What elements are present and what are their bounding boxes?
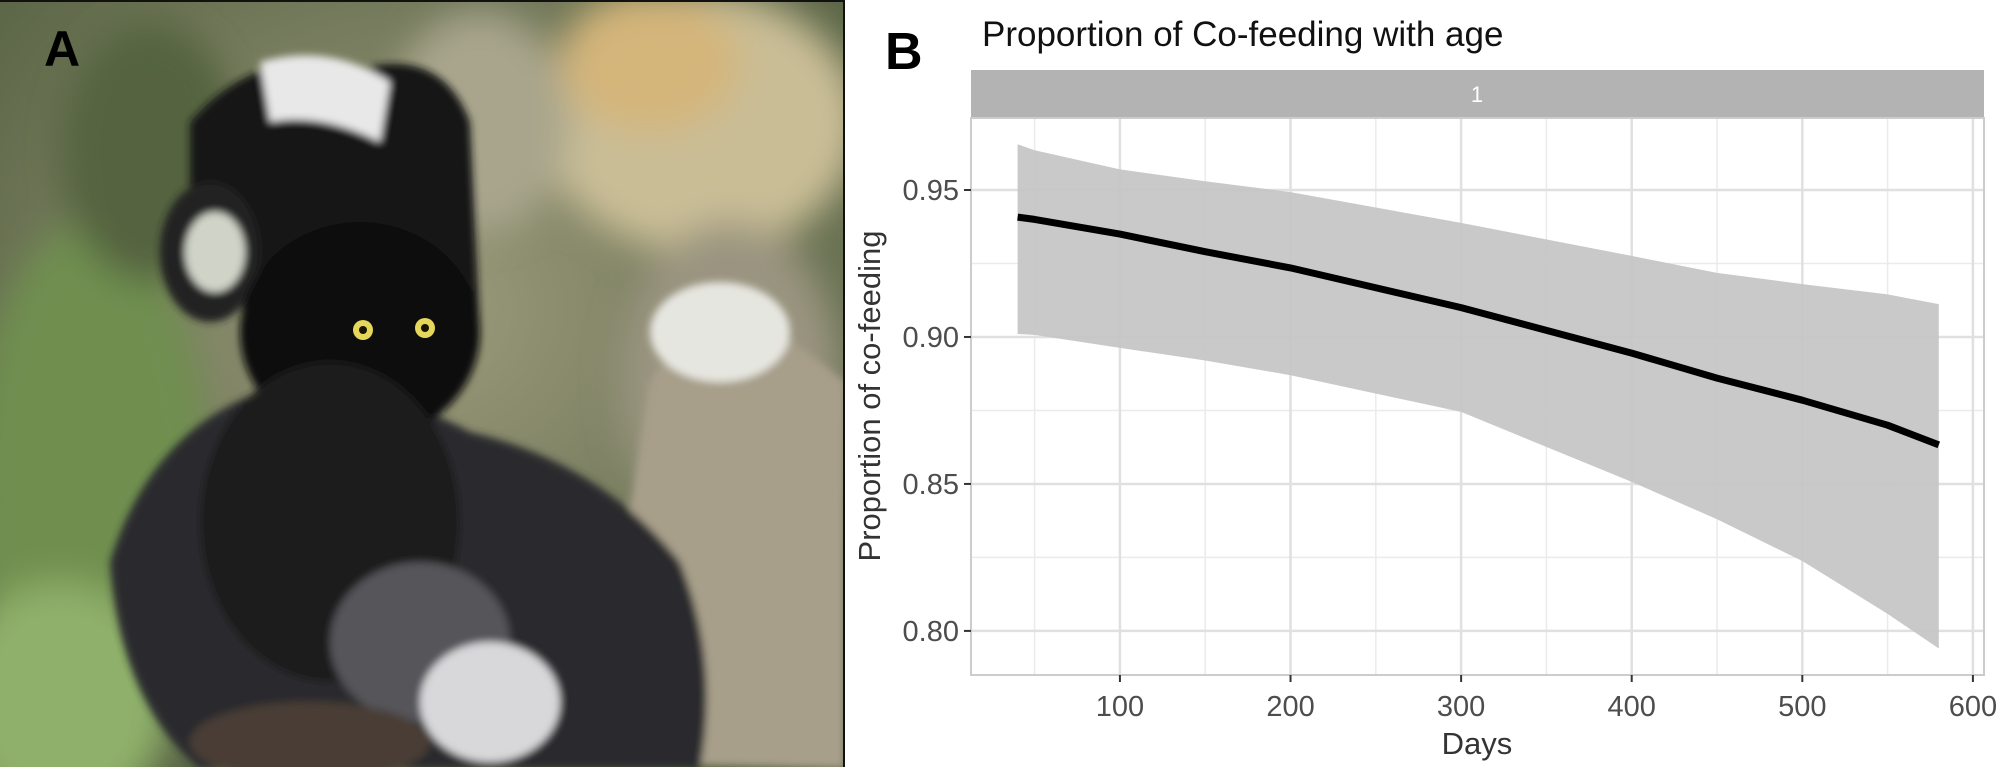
chart-title: Proportion of Co-feeding with age — [982, 15, 1503, 54]
x-tick-label: 400 — [1608, 691, 1656, 723]
x-tick-label: 200 — [1266, 691, 1314, 723]
facet-strip-label: 1 — [1471, 82, 1483, 107]
y-tick-label: 0.95 — [903, 175, 959, 207]
x-tick-label: 300 — [1437, 691, 1485, 723]
lemur-photo: A — [0, 0, 845, 767]
plot-border — [970, 117, 1985, 676]
y-tick-label: 0.80 — [903, 616, 959, 648]
panel-b-label: B — [885, 23, 923, 81]
y-tick-label: 0.90 — [903, 322, 959, 354]
y-tick-label: 0.85 — [903, 469, 959, 501]
x-axis-title: Days — [1442, 726, 1513, 761]
x-tick-label: 600 — [1949, 691, 1997, 723]
x-tick-label: 100 — [1096, 691, 1144, 723]
x-tick-label: 500 — [1778, 691, 1826, 723]
fit-line — [1017, 213, 1941, 449]
confidence-ribbon — [1017, 144, 1939, 649]
facet-strip — [971, 70, 1984, 118]
panel-a-label: A — [44, 21, 81, 77]
y-axis: 0.80 0.85 0.90 0.95 — [903, 175, 971, 648]
lemur-photo-illustration — [0, 2, 843, 767]
y-axis-title: Proportion of co-feeding — [852, 231, 887, 562]
x-axis: 100 200 300 400 500 600 — [1096, 675, 1997, 723]
